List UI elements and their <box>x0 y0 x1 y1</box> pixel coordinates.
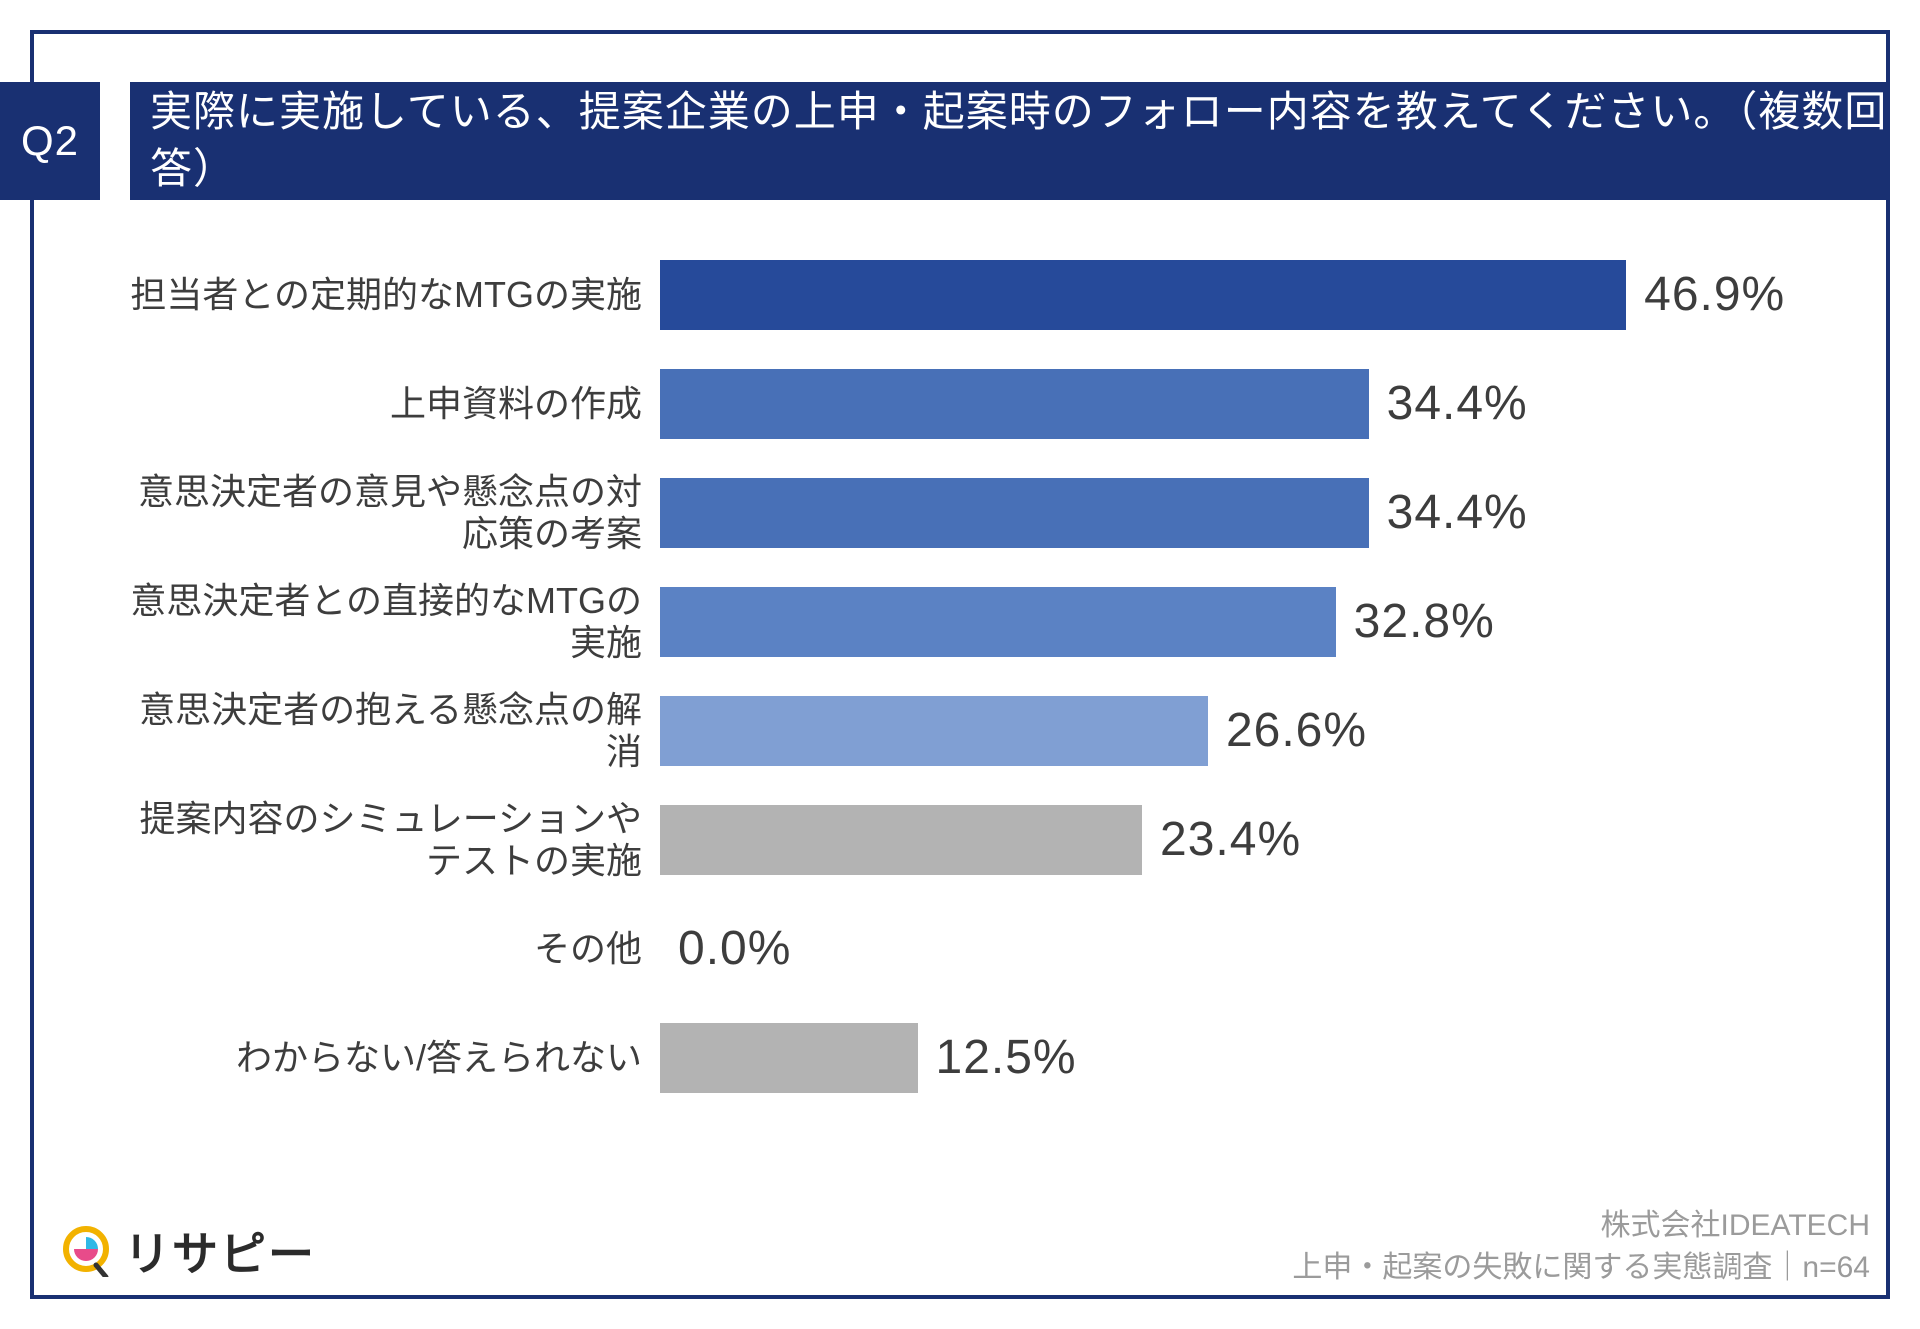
bar-value: 26.6% <box>1226 703 1367 758</box>
bar-value: 23.4% <box>1160 812 1301 867</box>
bar-label: その他 <box>130 928 660 969</box>
bar <box>660 805 1142 875</box>
bar-label: 担当者との定期的なMTGの実施 <box>130 274 660 315</box>
bar-area: 0.0% <box>660 894 1790 1003</box>
bar-value: 32.8% <box>1354 594 1495 649</box>
bar-label: 提案内容のシミュレーションやテストの実施 <box>130 798 660 881</box>
bar-area: 26.6% <box>660 676 1790 785</box>
bar-chart: 担当者との定期的なMTGの実施46.9%上申資料の作成34.4%意思決定者の意見… <box>130 240 1790 1112</box>
bar-area: 32.8% <box>660 567 1790 676</box>
chart-row: 提案内容のシミュレーションやテストの実施 23.4% <box>130 785 1790 894</box>
chart-row: 担当者との定期的なMTGの実施 46.9% <box>130 240 1790 349</box>
bar-value: 0.0% <box>678 921 791 976</box>
bar <box>660 696 1208 766</box>
bar <box>660 369 1369 439</box>
bar-label: 意思決定者の抱える懸念点の解消 <box>130 689 660 772</box>
bar-label: 意思決定者の意見や懸念点の対応策の考案 <box>130 471 660 554</box>
bar-value: 34.4% <box>1387 485 1528 540</box>
chart-row: 意思決定者の意見や懸念点の対応策の考案 34.4% <box>130 458 1790 567</box>
chart-row: 意思決定者の抱える懸念点の解消 26.6% <box>130 676 1790 785</box>
question-number: Q2 <box>0 82 100 200</box>
bar <box>660 1023 918 1093</box>
bar-value: 34.4% <box>1387 376 1528 431</box>
logo-icon <box>60 1225 112 1277</box>
bar-area: 12.5% <box>660 1003 1790 1112</box>
bar-area: 23.4% <box>660 785 1790 894</box>
header: Q2 実際に実施している、提案企業の上申・起案時のフォロー内容を教えてください。… <box>0 82 1890 200</box>
bar <box>660 260 1626 330</box>
bar-area: 34.4% <box>660 458 1790 567</box>
bar-value: 46.9% <box>1644 267 1785 322</box>
question-title: 実際に実施している、提案企業の上申・起案時のフォロー内容を教えてください。（複数… <box>130 82 1890 200</box>
bar-label: 意思決定者との直接的なMTGの実施 <box>130 580 660 663</box>
chart-row: わからない/答えられない 12.5% <box>130 1003 1790 1112</box>
brand-logo: リサピー <box>60 1218 316 1284</box>
bar <box>660 478 1369 548</box>
logo-text: リサピー <box>124 1218 316 1284</box>
footer-attribution: 株式会社IDEATECH 上申・起案の失敗に関する実態調査｜n=64 <box>1292 1205 1870 1289</box>
bar-value: 12.5% <box>936 1030 1077 1085</box>
bar-label: 上申資料の作成 <box>130 383 660 424</box>
header-gap <box>100 82 130 200</box>
chart-row: その他 0.0% <box>130 894 1790 1003</box>
bar <box>660 587 1336 657</box>
bar-label: わからない/答えられない <box>130 1037 660 1078</box>
chart-row: 上申資料の作成 34.4% <box>130 349 1790 458</box>
bar-area: 46.9% <box>660 240 1790 349</box>
bar-area: 34.4% <box>660 349 1790 458</box>
footer-survey-info: 上申・起案の失敗に関する実態調査｜n=64 <box>1292 1247 1870 1289</box>
chart-row: 意思決定者との直接的なMTGの実施 32.8% <box>130 567 1790 676</box>
footer-company: 株式会社IDEATECH <box>1292 1205 1870 1247</box>
